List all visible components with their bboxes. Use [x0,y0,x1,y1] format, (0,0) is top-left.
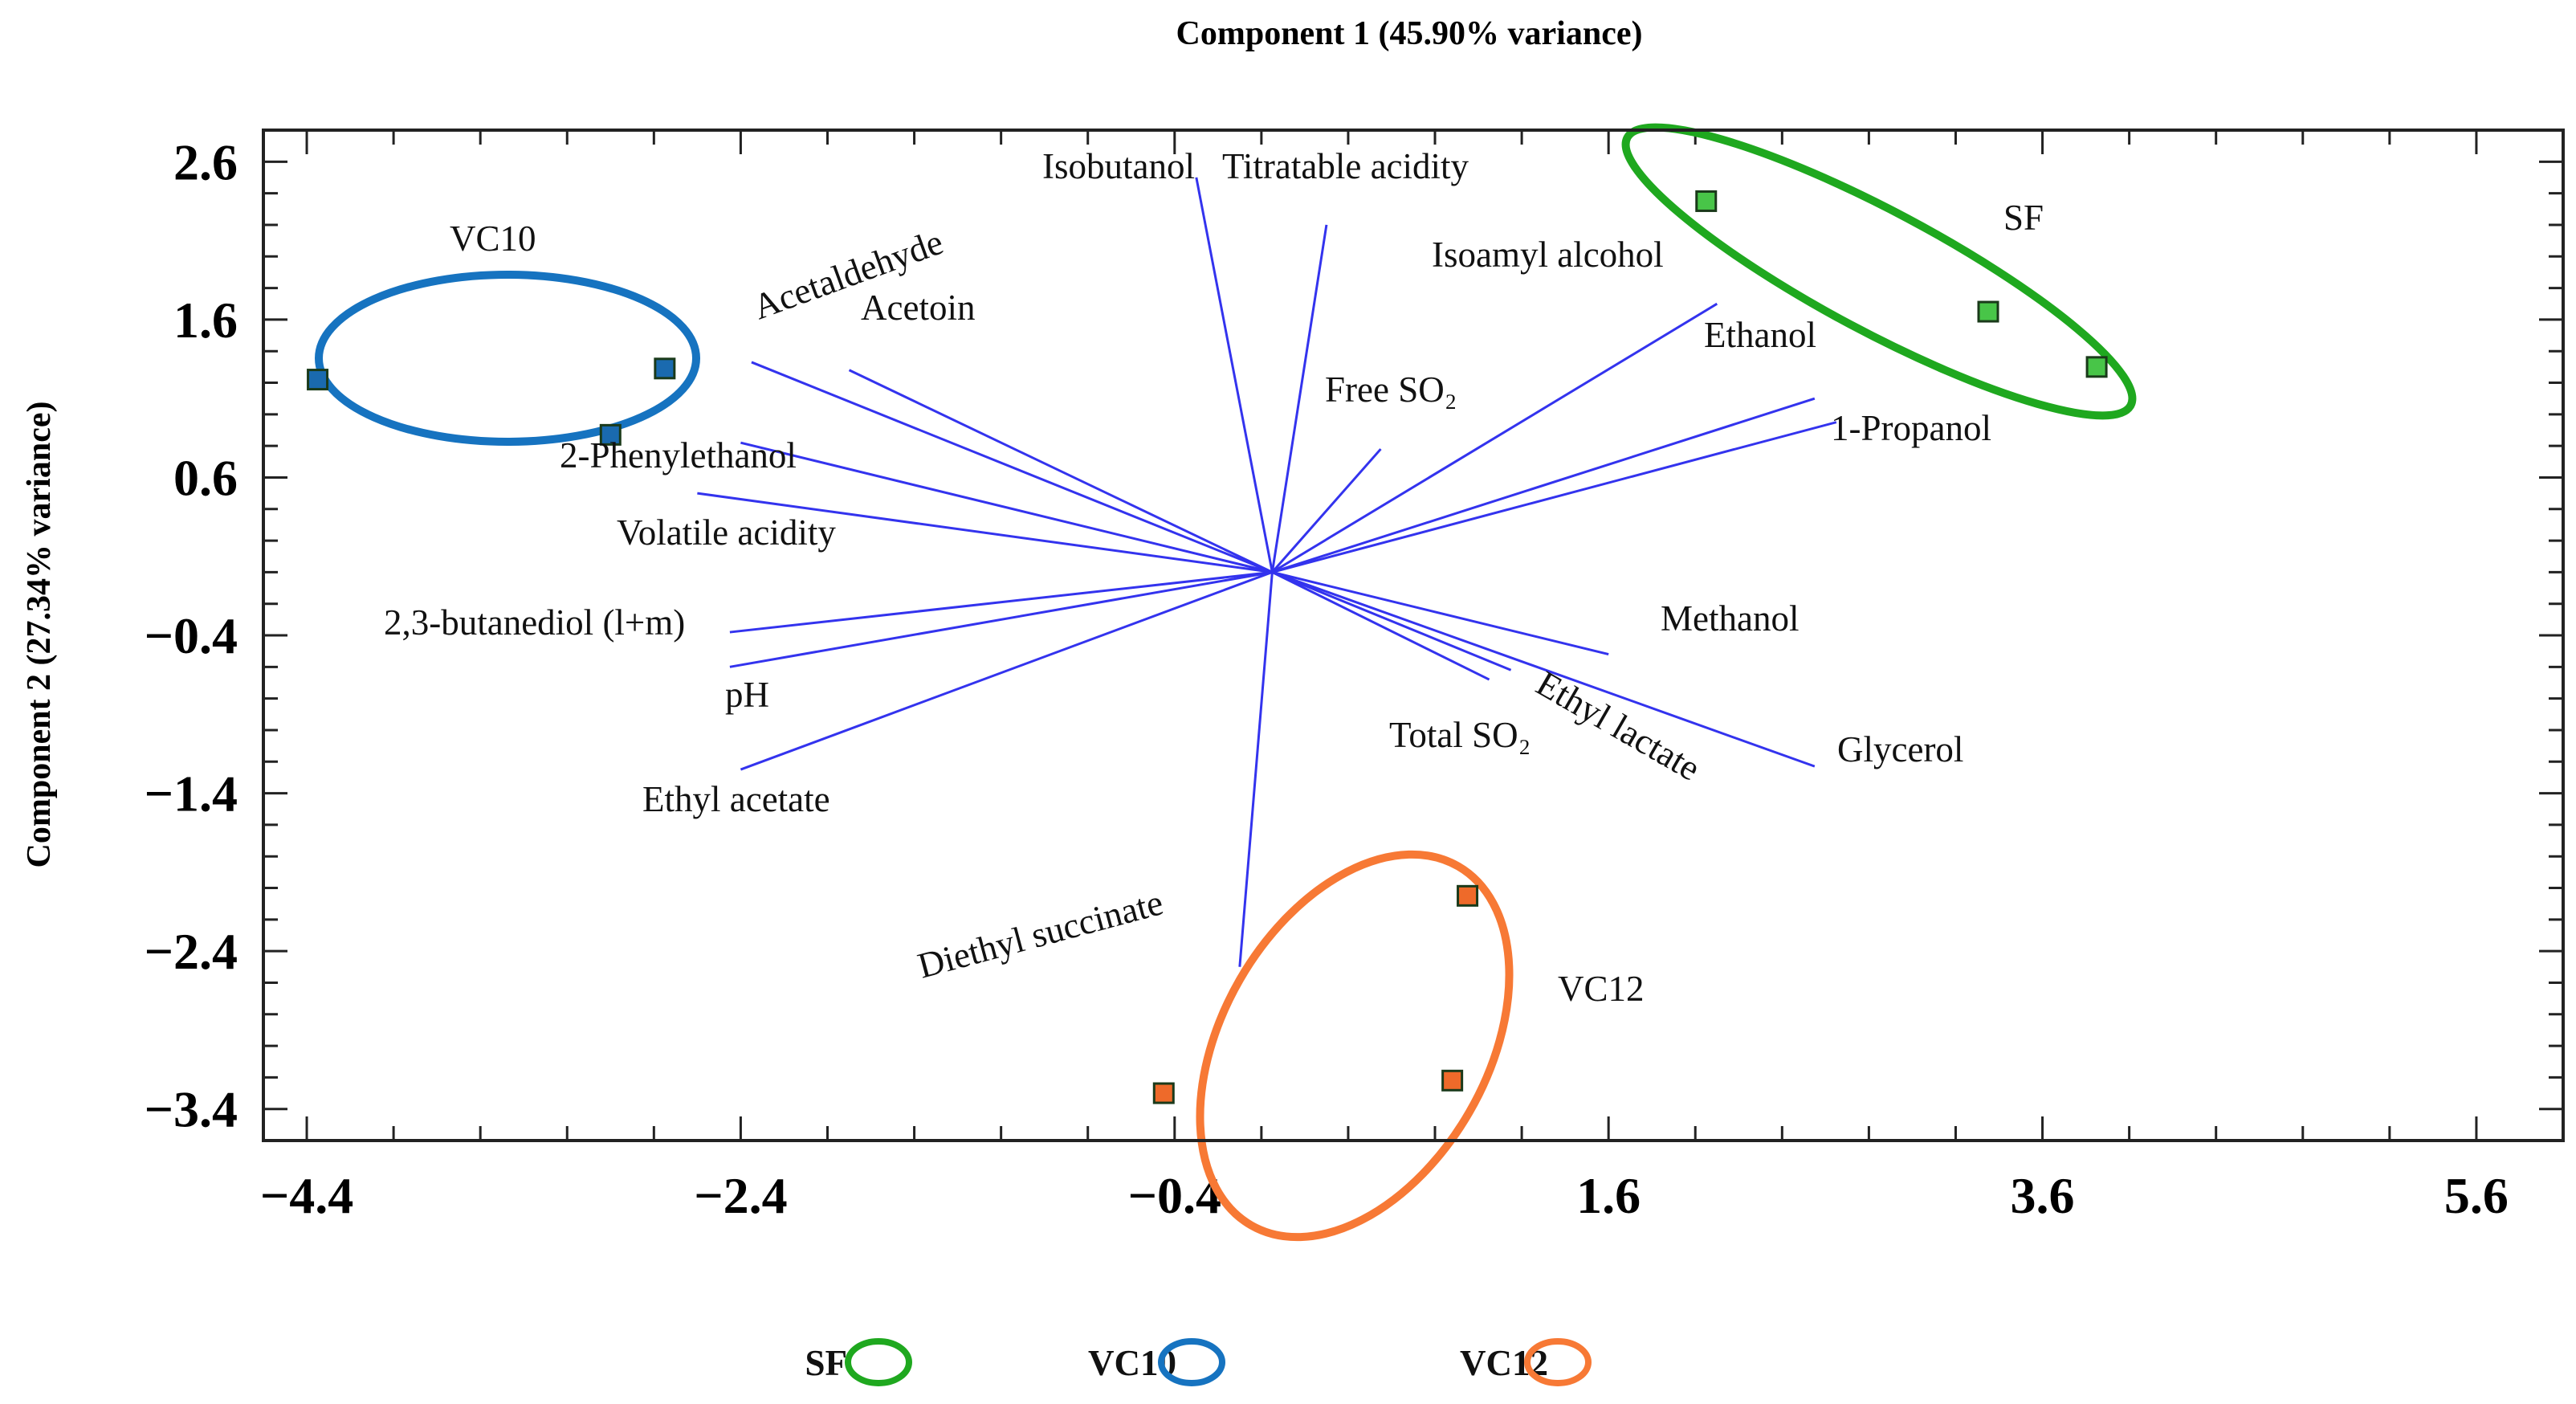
loading-total-so [1271,571,1490,681]
loading-acetaldehyde [751,361,1273,573]
variable-label-free-so: Free SO₂ [1325,369,1457,410]
ellipse-sf [1621,123,2137,420]
variable-label-2-3-butanediol-l-m: 2,3-butanediol (l+m) [384,602,685,643]
loading-2-phenylethanol [740,441,1273,573]
x-tick-label: 3.6 [2011,1167,2075,1224]
legend: SF VC10 VC12 [805,1338,1592,1386]
group-label-vc10: VC10 [450,218,536,259]
point-vc10 [599,423,622,446]
loading-acetoin [848,369,1274,573]
ellipse-vc12 [1196,850,1514,1242]
variable-label-volatile-acidity: Volatile acidity [617,512,836,553]
variable-label-1-propanol: 1-Propanol [1831,408,1991,448]
x-tick-label: −4.4 [260,1167,353,1224]
x-tick-label: 1.6 [1576,1167,1641,1224]
y-tick-label: 2.6 [173,133,238,190]
axis-ticks: −4.4 −2.4 −0.4 1.6 3.6 5.6 2.6 1.6 0.6 −0.4 −1.4 −2… [145,130,2563,1224]
variable-label-isobutanol: Isobutanol [1042,146,1195,186]
loading-titratable-acidity [1270,224,1328,573]
y-tick-label: −0.4 [145,607,238,664]
y-tick-label: 0.6 [173,449,238,506]
loading-free-so [1271,448,1382,573]
y-tick-label: −2.4 [145,923,238,980]
legend-swatch-sf [845,1338,912,1386]
loading-ph [729,570,1273,668]
variable-label-2-phenylethanol: 2-Phenylethanol [560,435,797,475]
variable-label-methanol: Methanol [1661,598,1799,639]
legend-label-sf: SF [805,1343,847,1383]
x-tick-label: −0.4 [1128,1167,1221,1224]
y-tick-label: 1.6 [173,292,238,349]
group-label-vc12: VC12 [1558,969,1645,1009]
score-points [307,190,2108,1104]
y-axis-title: Component 2 (27.34% variance) [21,402,58,868]
loading-ethyl-acetate [740,570,1273,771]
loading-volatile-acidity [697,492,1273,573]
x-tick-label: 5.6 [2444,1167,2509,1224]
loading-isoamyl-alcohol [1271,302,1718,573]
point-sf [2085,356,2108,378]
group-ellipses [315,123,2137,1242]
group-label-sf: SF [2003,198,2044,238]
loading-ethyl-lactate [1271,570,1512,671]
ellipse-vc10 [315,271,700,446]
legend-swatch-vc12 [1524,1338,1592,1386]
plot-frame [262,129,2565,1142]
loading-glycerol [1271,570,1816,768]
loading-vectors [697,177,1837,967]
loading-1-propanol [1271,421,1837,573]
variable-label-glycerol: Glycerol [1837,729,1963,769]
variable-label-ph: pH [725,675,769,715]
point-vc12 [1441,1069,1464,1092]
group-labels: SF VC10 VC12 [450,198,2044,1009]
loading-isobutanol [1195,177,1274,573]
point-vc10 [307,369,329,391]
loading-diethyl-succinate [1238,572,1274,967]
y-tick-label: −1.4 [145,765,238,822]
y-tick-label: −3.4 [145,1081,238,1138]
variable-label-total-so: Total SO₂ [1389,715,1531,755]
variable-label-ethyl-acetate: Ethyl acetate [642,779,830,819]
variable-label-acetoin: Acetoin [861,288,975,328]
loading-methanol [1272,570,1609,656]
loading-2-3-butanediol-l-m [729,570,1273,634]
x-axis-title: Component 1 (45.90% variance) [1176,15,1643,52]
variable-label-titratable-acidity: Titratable acidity [1222,146,1469,186]
point-sf [1695,190,1718,212]
variable-label-ethanol: Ethanol [1704,315,1816,355]
loading-ethanol [1271,397,1816,573]
legend-swatch-vc10 [1158,1338,1225,1386]
point-vc10 [654,357,676,380]
point-sf [1977,300,1999,323]
variable-label-isoamyl-alcohol: Isoamyl alcohol [1432,235,1664,275]
point-vc12 [1457,884,1479,907]
point-vc12 [1152,1082,1175,1104]
x-tick-label: −2.4 [694,1167,787,1224]
